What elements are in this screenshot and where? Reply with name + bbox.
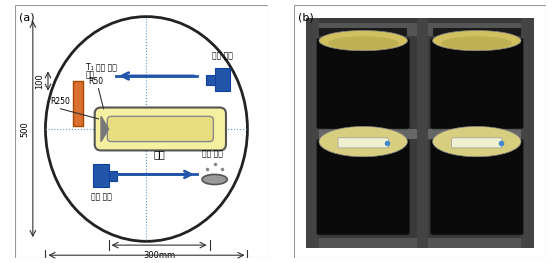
Text: 산소 펌프: 산소 펌프 — [202, 149, 222, 158]
Bar — [306, 23, 534, 36]
Bar — [206, 75, 214, 85]
Bar — [94, 164, 109, 187]
Ellipse shape — [328, 36, 399, 50]
Bar — [417, 18, 428, 248]
Text: R250: R250 — [50, 97, 71, 106]
Bar — [214, 68, 230, 91]
Ellipse shape — [433, 31, 521, 51]
Ellipse shape — [319, 127, 407, 157]
Bar — [319, 28, 407, 36]
FancyBboxPatch shape — [430, 139, 524, 235]
FancyBboxPatch shape — [108, 116, 213, 141]
Text: 500: 500 — [20, 121, 29, 137]
Bar — [73, 81, 83, 127]
Text: 100: 100 — [35, 73, 44, 89]
FancyBboxPatch shape — [451, 138, 502, 148]
Bar — [433, 28, 521, 36]
Text: T₁ 온도 조절: T₁ 온도 조절 — [86, 62, 116, 71]
Bar — [109, 171, 118, 181]
Text: R50: R50 — [88, 77, 104, 86]
FancyBboxPatch shape — [338, 138, 389, 148]
Text: (b): (b) — [297, 13, 313, 23]
FancyBboxPatch shape — [95, 108, 226, 150]
Ellipse shape — [202, 174, 227, 185]
FancyBboxPatch shape — [430, 38, 524, 129]
Text: 램프: 램프 — [153, 149, 165, 159]
Text: (a): (a) — [19, 13, 35, 23]
Text: 300mm: 300mm — [143, 251, 175, 260]
Ellipse shape — [441, 36, 512, 50]
Text: 장치: 장치 — [86, 71, 95, 80]
Bar — [306, 129, 534, 139]
Text: 수중 펌프: 수중 펌프 — [91, 192, 111, 201]
Bar — [521, 18, 534, 248]
Ellipse shape — [319, 31, 407, 51]
Bar — [306, 18, 319, 248]
FancyBboxPatch shape — [316, 38, 410, 129]
FancyBboxPatch shape — [316, 139, 410, 235]
Ellipse shape — [433, 127, 521, 157]
Text: 수중 펌프: 수중 펌프 — [212, 52, 232, 61]
Ellipse shape — [45, 17, 248, 241]
Bar — [306, 237, 534, 248]
Polygon shape — [101, 116, 109, 141]
